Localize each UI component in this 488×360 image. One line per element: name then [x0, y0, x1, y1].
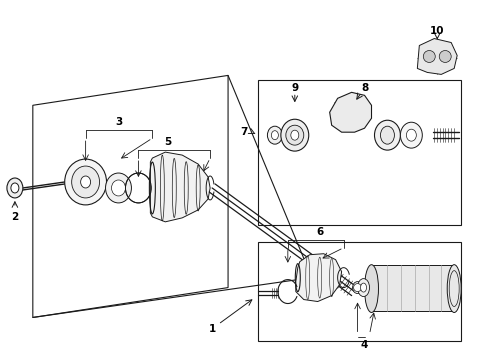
Ellipse shape [360, 283, 366, 292]
Text: 5: 5 [164, 137, 172, 147]
Ellipse shape [447, 265, 460, 312]
Ellipse shape [105, 173, 131, 203]
Text: 4: 4 [360, 340, 367, 350]
Text: 10: 10 [429, 26, 444, 36]
Ellipse shape [7, 178, 23, 198]
Circle shape [438, 50, 450, 62]
Text: 6: 6 [315, 227, 323, 237]
Ellipse shape [406, 129, 415, 141]
Ellipse shape [267, 126, 282, 144]
Ellipse shape [11, 183, 19, 193]
Text: 9: 9 [291, 84, 298, 93]
Polygon shape [371, 265, 453, 311]
Text: 7: 7 [240, 127, 247, 137]
Ellipse shape [72, 166, 100, 198]
Polygon shape [329, 92, 371, 132]
Ellipse shape [380, 126, 394, 144]
Text: 2: 2 [11, 212, 19, 222]
Text: 8: 8 [360, 84, 367, 93]
Ellipse shape [374, 120, 400, 150]
Text: 1: 1 [208, 324, 215, 334]
Ellipse shape [285, 125, 303, 145]
Ellipse shape [271, 131, 278, 140]
Polygon shape [150, 152, 210, 222]
Ellipse shape [111, 180, 125, 196]
Text: 3: 3 [115, 117, 122, 127]
Polygon shape [295, 254, 341, 302]
Ellipse shape [400, 122, 422, 148]
Ellipse shape [64, 159, 106, 205]
Ellipse shape [352, 282, 362, 293]
Ellipse shape [290, 130, 298, 140]
Ellipse shape [280, 119, 308, 151]
Polygon shape [416, 39, 456, 75]
Circle shape [353, 284, 361, 292]
Ellipse shape [357, 279, 369, 297]
Circle shape [423, 50, 434, 62]
Ellipse shape [81, 176, 90, 188]
Ellipse shape [364, 265, 378, 312]
